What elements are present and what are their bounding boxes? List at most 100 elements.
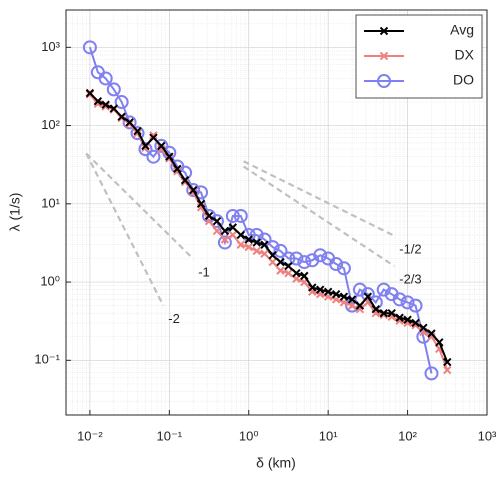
marker — [284, 268, 293, 278]
marker — [157, 141, 166, 151]
marker — [98, 71, 113, 86]
series-line — [89, 92, 449, 363]
marker — [173, 164, 182, 174]
marker — [114, 95, 129, 110]
marker — [260, 249, 269, 258]
marker — [141, 141, 150, 151]
marker — [186, 183, 201, 198]
marker — [395, 313, 404, 322]
marker — [130, 126, 145, 141]
marker — [435, 338, 444, 347]
marker — [165, 152, 174, 161]
reference-label: -2 — [168, 311, 180, 326]
marker — [300, 271, 309, 281]
legend-label: DX — [455, 47, 475, 63]
reference-label: -1/2 — [399, 241, 421, 256]
marker — [233, 208, 248, 223]
marker — [268, 257, 277, 267]
marker — [276, 266, 285, 275]
reference-label: -2/3 — [399, 272, 421, 287]
marker — [154, 138, 169, 153]
marker — [443, 357, 452, 367]
marker — [244, 235, 253, 244]
marker — [204, 211, 214, 221]
marker — [196, 199, 206, 209]
y-tick-label: 10¹ — [41, 195, 60, 210]
marker — [331, 289, 341, 299]
marker — [363, 292, 373, 301]
marker — [217, 235, 232, 250]
marker — [424, 366, 439, 381]
x-tick-label: 10⁰ — [239, 428, 259, 443]
legend-label: Avg — [450, 22, 474, 38]
marker — [189, 185, 198, 195]
marker — [347, 301, 357, 310]
marker — [180, 176, 190, 185]
marker — [225, 208, 240, 223]
marker — [336, 261, 351, 276]
marker — [236, 230, 245, 240]
marker — [209, 214, 224, 229]
marker — [339, 292, 349, 301]
x-tick-label: 10² — [398, 428, 417, 443]
marker — [82, 40, 97, 55]
y-tick-label: 10³ — [41, 39, 60, 54]
marker — [347, 295, 357, 304]
marker — [260, 240, 269, 249]
legend-marker — [379, 26, 389, 36]
marker — [117, 112, 126, 121]
marker — [352, 282, 367, 297]
y-axis-label: λ (1/s) — [7, 193, 23, 232]
marker — [149, 131, 158, 140]
reference-line — [242, 165, 395, 268]
plot-frame — [65, 9, 488, 416]
marker — [355, 301, 365, 310]
marker — [392, 292, 407, 307]
marker — [149, 133, 158, 142]
marker — [329, 257, 344, 272]
marker — [408, 298, 423, 313]
marker — [400, 295, 415, 310]
marker — [387, 308, 396, 318]
marker — [411, 318, 420, 328]
marker — [244, 242, 253, 252]
marker — [403, 315, 412, 324]
marker — [281, 251, 296, 266]
marker — [313, 248, 328, 263]
marker — [379, 308, 388, 318]
marker — [273, 243, 288, 258]
marker — [146, 149, 161, 164]
legend-marker — [379, 51, 389, 61]
marker — [371, 304, 381, 314]
marker — [297, 255, 312, 270]
marker — [315, 285, 325, 294]
x-tick-label: 10⁻² — [77, 428, 103, 443]
reference-label: -1 — [198, 264, 210, 279]
marker — [122, 115, 137, 130]
y-tick-label: 10⁻¹ — [34, 352, 60, 367]
reference-line — [85, 152, 165, 307]
reference-line — [243, 160, 395, 237]
marker — [427, 329, 436, 338]
marker — [220, 235, 230, 244]
marker — [252, 238, 261, 247]
x-tick-label: 10¹ — [319, 428, 338, 443]
marker — [141, 143, 150, 153]
legend-marker — [377, 74, 391, 88]
marker — [125, 118, 134, 127]
marker — [376, 282, 391, 297]
marker — [93, 96, 103, 106]
marker — [284, 261, 293, 271]
x-tick-label: 10⁻¹ — [156, 428, 182, 443]
marker — [133, 126, 142, 136]
marker — [252, 246, 261, 256]
y-tick-label: 10⁰ — [40, 274, 60, 289]
marker — [289, 251, 304, 266]
marker — [292, 268, 301, 278]
marker — [228, 223, 238, 232]
marker — [249, 227, 264, 242]
legend: Avg DX DO — [355, 14, 483, 99]
marker — [427, 332, 436, 341]
